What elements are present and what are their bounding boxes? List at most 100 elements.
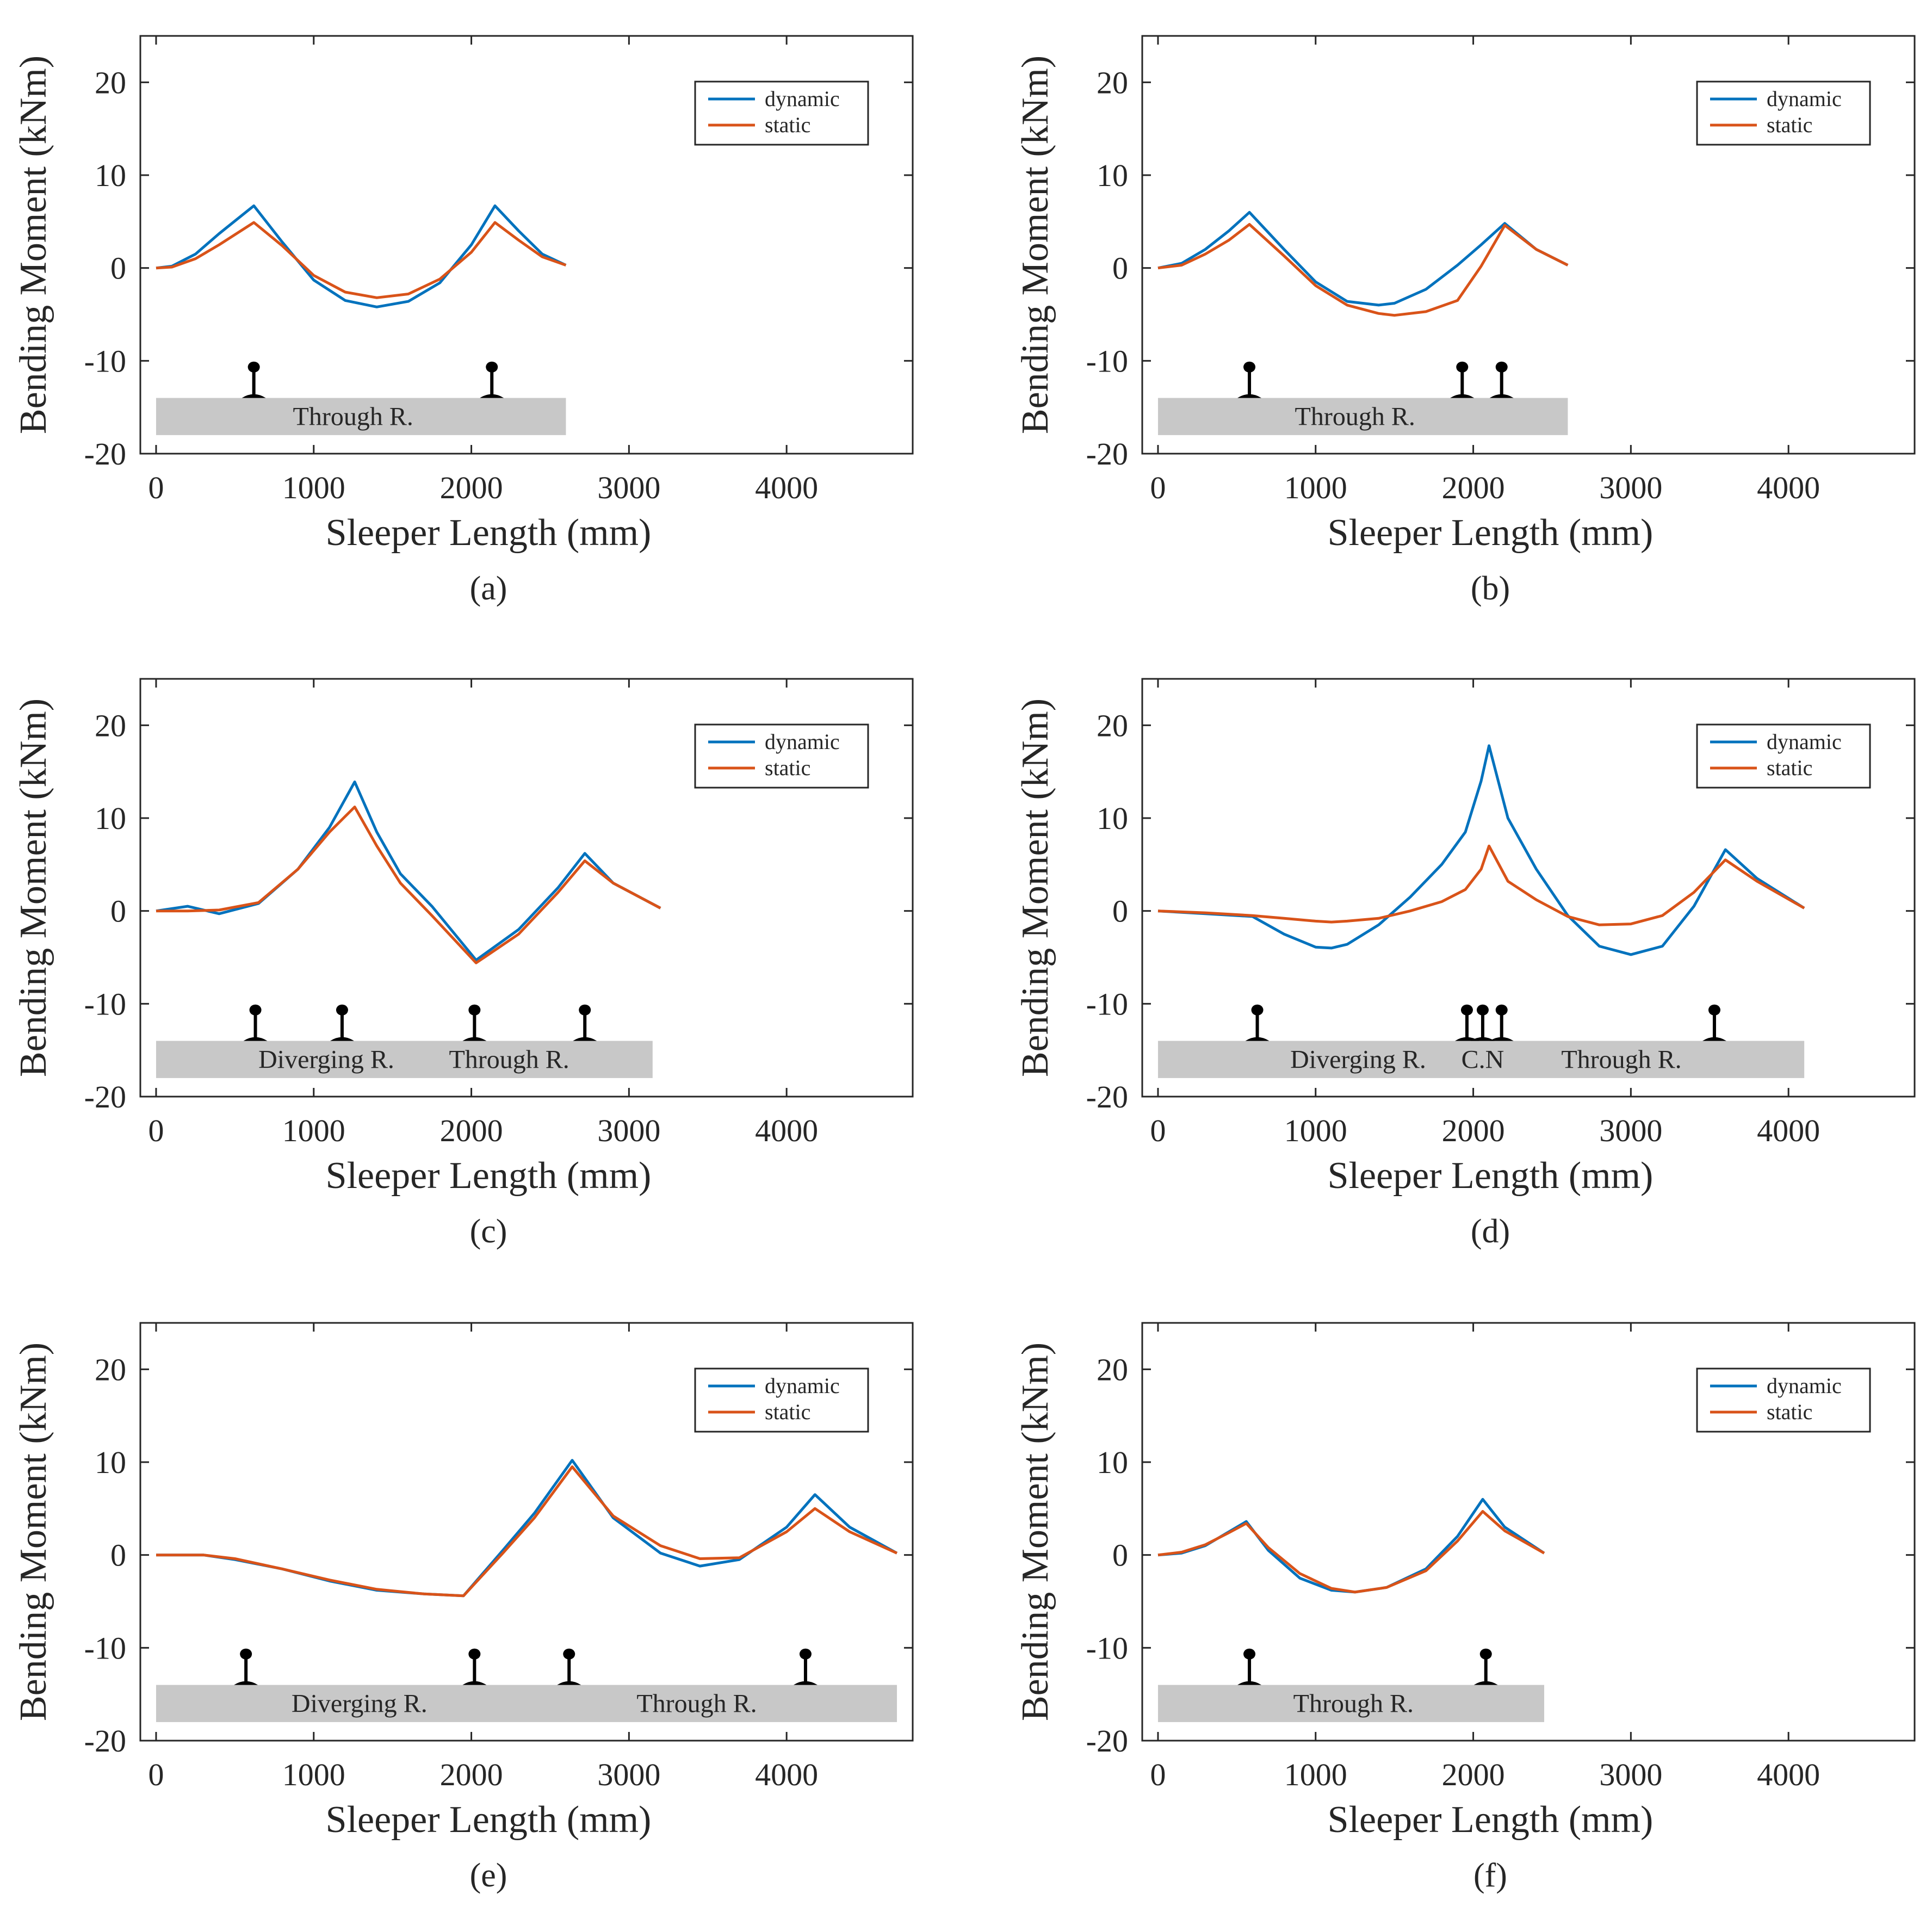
y-tick-label: -10 <box>1086 986 1128 1022</box>
route-label: Through R. <box>1295 403 1415 431</box>
chart-panel-d: Diverging R. C.N Through R. 0 1000 2000 3000 40… <box>1014 678 1916 1250</box>
series-line-dynamic <box>1157 211 1569 307</box>
x-axis-label: Sleeper Length (mm) <box>1328 1799 1654 1841</box>
rail-profile-icon <box>234 1648 258 1685</box>
y-tick-label: -20 <box>84 1079 126 1115</box>
x-tick-label: 4000 <box>1757 1757 1820 1792</box>
y-tick-label: -20 <box>84 1723 126 1759</box>
x-tick-label: 3000 <box>1599 470 1662 505</box>
series-line-dynamic <box>156 780 661 962</box>
axes-box <box>139 35 914 455</box>
series-line-static <box>156 221 567 299</box>
route-label: Through R. <box>1561 1045 1681 1074</box>
panel-caption: (b) <box>1471 570 1510 607</box>
axes-box <box>1141 678 1916 1098</box>
rail-profile-icon <box>462 1004 487 1041</box>
x-tick-label: 2000 <box>440 470 503 505</box>
x-tick-label: 2000 <box>440 1757 503 1792</box>
rail-head <box>336 1004 348 1016</box>
rail-profile-icon <box>1489 1004 1514 1041</box>
x-tick-label: 3000 <box>1599 1757 1662 1792</box>
x-tick-label: 2000 <box>440 1113 503 1148</box>
chart-panel-c: Diverging R. Through R. 0 1000 2000 3000 4000 -… <box>13 678 914 1250</box>
rail-profile-icon <box>1489 361 1514 398</box>
series-line-static <box>156 1465 898 1598</box>
x-tick-label: 4000 <box>1757 1113 1820 1148</box>
rail-foot <box>1489 394 1514 398</box>
rail-head <box>799 1648 812 1660</box>
rail-head <box>486 361 498 373</box>
x-tick-label: 2000 <box>1442 1757 1505 1792</box>
legend-label: static <box>1767 113 1812 137</box>
rail-profile-icon <box>557 1648 581 1685</box>
legend-label: static <box>1767 756 1812 780</box>
sleeper-bar <box>156 398 566 435</box>
rail-head <box>468 1648 481 1660</box>
rail-head <box>1495 361 1508 373</box>
chart-panel-b: Through R. 0 1000 2000 3000 4000 -20 -10 0 10 20 Sl… <box>1014 35 1916 607</box>
rail-profile-icon <box>462 1648 487 1685</box>
rail-foot <box>1237 394 1262 398</box>
legend-label: static <box>765 756 810 780</box>
rail-foot <box>1470 1037 1495 1041</box>
legend-box <box>694 723 869 789</box>
rail-head <box>240 1648 252 1660</box>
x-tick-label: 1000 <box>282 1757 345 1792</box>
panel-caption: (d) <box>1471 1213 1510 1250</box>
y-tick-label: 0 <box>1112 251 1128 286</box>
route-label: Through R. <box>1293 1690 1414 1718</box>
series-line-static <box>1157 223 1569 317</box>
rail-profile-icon <box>1473 1648 1498 1685</box>
x-tick-label: 4000 <box>755 1757 818 1792</box>
legend-box <box>1696 81 1871 146</box>
sleeper-bar <box>1157 1685 1544 1722</box>
y-tick-label: -10 <box>1086 1630 1128 1666</box>
x-tick-label: 1000 <box>1284 1757 1347 1792</box>
chart-panel-a: Through R. 0 1000 2000 3000 4000 -20 -10 0 10 20 Sl… <box>13 35 914 607</box>
y-tick-label: 0 <box>110 1538 126 1573</box>
panel-caption: (c) <box>470 1213 507 1250</box>
y-axis-label: Bending Moment (kNm) <box>13 55 54 434</box>
legend-box <box>1696 723 1871 789</box>
sleeper-bar <box>1157 1041 1805 1078</box>
rail-profile-icon <box>1454 1004 1479 1041</box>
rail-foot <box>793 1681 818 1685</box>
y-tick-label: 0 <box>1112 1538 1128 1573</box>
rail-head <box>1251 1004 1264 1016</box>
y-tick-label: 20 <box>95 1352 126 1387</box>
rail-head <box>1243 1648 1256 1660</box>
route-label: Through R. <box>293 403 413 431</box>
rail-foot <box>1489 1037 1514 1041</box>
series-line-static <box>1157 844 1805 926</box>
rail-profile-icon <box>573 1004 597 1041</box>
route-label: Diverging R. <box>292 1690 428 1718</box>
rail-head <box>579 1004 591 1016</box>
y-axis-label: Bending Moment (kNm) <box>1014 698 1056 1077</box>
x-tick-label: 0 <box>148 470 164 505</box>
axes-box <box>139 678 914 1098</box>
y-tick-label: -20 <box>1086 436 1128 472</box>
rail-foot <box>1245 1037 1270 1041</box>
rail-foot <box>557 1681 581 1685</box>
rail-head <box>1456 361 1469 373</box>
y-axis-label: Bending Moment (kNm) <box>1014 1342 1056 1721</box>
panel-caption: (e) <box>470 1857 507 1894</box>
rail-profile-icon <box>1245 1004 1270 1041</box>
legend-label: dynamic <box>765 1373 840 1398</box>
x-tick-label: 4000 <box>755 470 818 505</box>
x-tick-label: 3000 <box>1599 1113 1662 1148</box>
x-tick-label: 1000 <box>1284 470 1347 505</box>
x-tick-label: 1000 <box>282 470 345 505</box>
series-line-static <box>1157 1510 1545 1594</box>
rail-head <box>1708 1004 1720 1016</box>
x-tick-label: 0 <box>148 1757 164 1792</box>
rail-foot <box>462 1681 487 1685</box>
y-tick-label: -20 <box>84 436 126 472</box>
y-tick-label: 20 <box>95 708 126 743</box>
rail-head <box>1460 1004 1473 1016</box>
rail-head <box>1476 1004 1489 1016</box>
